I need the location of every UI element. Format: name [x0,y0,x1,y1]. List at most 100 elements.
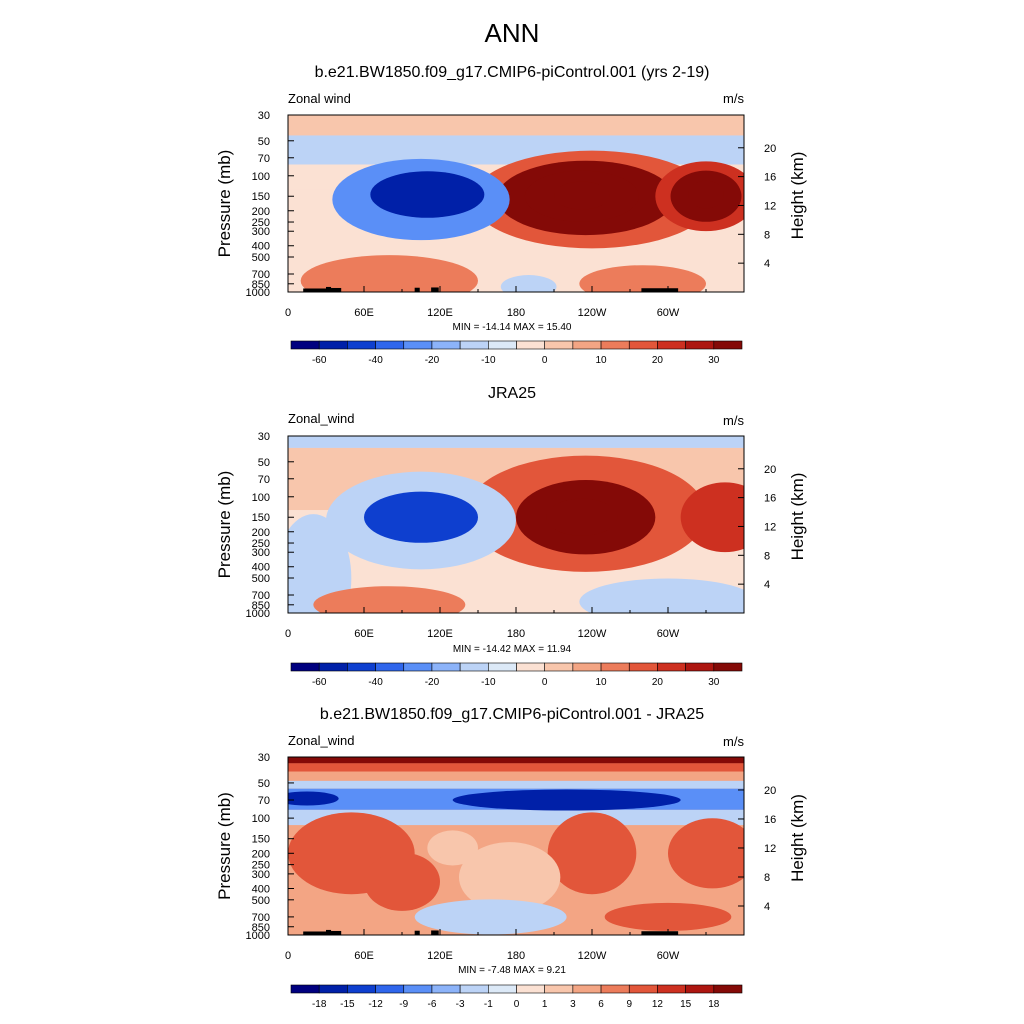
panel-3-band-1 [288,763,744,772]
panel-3-band-0 [288,757,744,764]
panel-1-y-tick-label-2: 70 [258,153,270,165]
panel-1-colorbar-box-4 [403,340,433,350]
panel-2-colorbar-box-15 [713,662,743,672]
panel-2-right-tick-label-2: 12 [764,521,776,533]
panel-3-right-tick-label-2: 12 [764,843,776,855]
panel-2-y-tick-label-0: 30 [258,431,270,443]
panel-1-contour-10 [579,265,706,292]
panel-2-right-tick-label-3: 8 [764,550,770,562]
panel-1-x-tick-label-0: 0 [285,307,291,319]
panel-3-x-tick-label-4: 120W [578,950,607,962]
panel-3-colorbar-box-4 [403,984,433,994]
panel-3-colorbar-label-5: -3 [456,999,465,1010]
panel-3-band-6 [288,825,744,836]
panel-2-contour-3 [680,482,744,553]
panel-3-colorbar-box-13 [657,984,686,994]
panel-2-colorbar-label-1: -40 [368,677,383,688]
panel-3-y-tick-label-8: 400 [252,883,270,895]
panel-2-colorbar-label-2: -20 [425,677,440,688]
panel-2-y-tick-label-10: 700 [252,590,270,602]
panel-2-colorbar-box-12 [628,662,658,672]
panel-1-colorbar-box-1 [318,340,348,350]
panel-2-colorbar-label-7: 30 [708,677,720,688]
panel-3-field [288,757,744,935]
panel-2-contour-7 [579,578,744,613]
panel-1-min-max: MIN = -14.14 MAX = 15.40 [452,322,572,333]
panel-2-x-tick-label-4: 120W [578,628,607,640]
panel-1-y-tick-label-9: 500 [252,252,270,264]
panel-2-x-tick-label-5: 60W [657,628,680,640]
panel-2-plot [287,435,745,672]
panel-1-y-axis-label: Pressure (mb) [215,150,234,258]
panel-1-right-tick-label-3: 8 [764,229,770,241]
panel-3-x-tick-label-2: 120E [427,950,453,962]
panel-3-colorbar-label-3: -9 [399,999,408,1010]
panel-3-title: b.e21.BW1850.f09_g17.CMIP6-piControl.001… [319,706,705,723]
panel-3-colorbar-box-2 [347,984,376,994]
panel-1-right-tick-label-2: 12 [764,200,776,212]
panel-2-right-axis-label: Height (km) [788,473,807,561]
panel-3-x-tick-label-5: 60W [657,950,680,962]
panel-1-topography-2 [331,287,342,292]
panel-3-contour-6 [459,842,561,913]
panel-1-y-tick-label-11: 850 [252,279,270,291]
panel-2-y-tick-label-8: 400 [252,562,270,574]
panel-3-y-tick-label-6: 250 [252,860,270,872]
panel-3-colorbar-box-12 [628,984,658,994]
panel-2-colorbar-box-1 [318,662,348,672]
panel-1-units-label: m/s [723,91,744,106]
panel-1-colorbar-label-0: -60 [312,355,327,366]
panel-2-colorbar-box-3 [375,662,405,672]
panel-3-band-3 [288,780,744,789]
panel-3-colorbar-box-0 [290,984,320,994]
panel-3-colorbar-label-10: 6 [598,999,604,1010]
panel-2-y-tick-label-11: 850 [252,600,270,612]
panel-1-colorbar-box-11 [600,340,630,350]
panel-3-y-tick-label-2: 70 [258,795,270,807]
panel-2-right-tick-label-1: 16 [764,493,776,505]
panel-2-colorbar-label-0: -60 [312,677,327,688]
panel-2-colorbar-box-2 [347,662,376,672]
panel-3-topography-5 [641,931,679,935]
panel-3-y-tick-label-3: 100 [252,813,270,825]
panel-1-topography-5 [641,288,679,292]
panel-2-colorbar-box-11 [600,662,630,672]
panel-3-topography-3 [414,930,420,935]
panel-2-field [288,436,744,613]
panel-1-y-tick-label-12: 1000 [246,287,270,299]
panel-3-x-tick-label-3: 180 [507,950,525,962]
panel-3-colorbar-label-0: -18 [312,999,327,1010]
panel-3-y-tick-label-4: 150 [252,834,270,846]
panel-3-contour-8 [414,899,567,935]
panel-2-right-tick-label-4: 4 [764,579,770,591]
panel-3-y-tick-label-10: 700 [252,912,270,924]
panel-2-units-label: m/s [723,413,744,428]
panel-3-colorbar-box-7 [488,984,517,994]
panel-1-plot [287,114,745,350]
panel-2-colorbar-label-3: -10 [481,677,496,688]
panel-3-contour-4 [668,818,744,889]
panel-3-y-axis-label: Pressure (mb) [215,792,234,900]
panel-2-contour-2 [546,498,618,536]
panel-1-right-tick-label-4: 4 [764,258,770,270]
panel-1-x-tick-label-3: 180 [507,307,525,319]
panel-1-contour-9 [300,255,478,292]
panel-2-y-tick-label-4: 150 [252,512,270,524]
panel-3-contour-9 [604,902,732,931]
panel-1-x-tick-label-5: 60W [657,307,680,319]
panel-3-topography-0 [303,931,337,935]
panel-2-colorbar-label-6: 20 [652,677,664,688]
panel-3-contour-7 [364,852,440,911]
panel-3-contour-5 [427,830,478,866]
panel-3-y-tick-label-1: 50 [258,778,270,790]
panel-2-colorbar-box-10 [572,662,602,672]
panel-3-colorbar-label-13: 15 [680,999,692,1010]
panel-1-y-tick-label-3: 100 [252,171,270,183]
page-title: ANN [484,18,540,48]
panel-2-x-tick-label-0: 0 [285,628,291,640]
panel-1-y-tick-label-1: 50 [258,136,270,148]
panel-2-y-tick-label-12: 1000 [246,608,270,620]
panel-2-colorbar-box-9 [544,662,574,672]
panel-1-contour-8 [370,171,485,218]
panel-3-right-tick-label-0: 20 [764,785,776,797]
